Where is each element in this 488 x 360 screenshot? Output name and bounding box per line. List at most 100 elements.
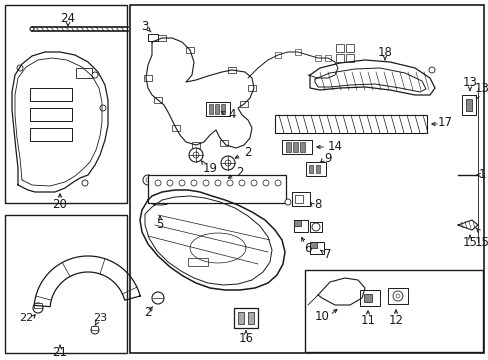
Bar: [187, 258, 207, 266]
Bar: [335, 54, 343, 62]
Circle shape: [191, 180, 197, 186]
Circle shape: [224, 160, 230, 166]
Bar: [335, 44, 343, 52]
Bar: [461, 95, 475, 115]
Bar: [185, 47, 194, 53]
Text: 22: 22: [19, 313, 33, 323]
Circle shape: [285, 199, 290, 205]
Bar: [130, 5, 483, 353]
Text: 15: 15: [473, 235, 488, 248]
Text: 13: 13: [462, 76, 476, 89]
Bar: [234, 308, 258, 328]
Bar: [205, 102, 229, 116]
Bar: [91, 326, 98, 330]
Bar: [293, 220, 301, 226]
Bar: [308, 165, 312, 173]
Bar: [215, 104, 219, 114]
Circle shape: [30, 27, 34, 31]
Bar: [247, 312, 253, 324]
Text: 19: 19: [202, 162, 217, 175]
Circle shape: [142, 175, 153, 185]
Bar: [465, 99, 471, 111]
Bar: [387, 288, 407, 304]
Text: 16: 16: [238, 332, 253, 345]
Bar: [143, 75, 152, 81]
Circle shape: [311, 223, 319, 231]
Text: 2: 2: [144, 306, 151, 319]
Bar: [309, 222, 321, 232]
Bar: [247, 85, 256, 91]
Circle shape: [226, 180, 232, 186]
Bar: [240, 101, 247, 107]
Bar: [148, 175, 285, 203]
Bar: [315, 165, 319, 173]
Text: 21: 21: [52, 346, 67, 359]
Circle shape: [263, 180, 268, 186]
Circle shape: [239, 180, 244, 186]
Circle shape: [167, 180, 173, 186]
Circle shape: [33, 303, 43, 313]
Text: 2: 2: [244, 145, 251, 158]
Bar: [363, 294, 371, 302]
Bar: [285, 142, 290, 152]
Bar: [221, 104, 224, 114]
Circle shape: [91, 326, 99, 334]
Text: 13: 13: [473, 81, 488, 94]
Text: 5: 5: [156, 219, 163, 231]
Circle shape: [179, 180, 184, 186]
Circle shape: [250, 180, 257, 186]
Text: 15: 15: [462, 235, 476, 248]
Bar: [291, 192, 309, 206]
Bar: [5, 5, 127, 203]
Bar: [227, 67, 236, 73]
Bar: [346, 44, 353, 52]
Bar: [305, 270, 482, 352]
Bar: [346, 54, 353, 62]
Circle shape: [221, 156, 235, 170]
Bar: [294, 195, 303, 203]
Circle shape: [146, 178, 150, 182]
Text: 24: 24: [61, 12, 75, 24]
Bar: [5, 215, 127, 353]
Bar: [192, 142, 200, 148]
Bar: [30, 88, 72, 101]
Circle shape: [428, 67, 434, 73]
Bar: [359, 290, 379, 306]
Bar: [293, 220, 307, 232]
Text: 20: 20: [52, 198, 67, 211]
Text: 14: 14: [327, 140, 342, 153]
Circle shape: [392, 291, 402, 301]
Circle shape: [395, 294, 399, 298]
Bar: [282, 140, 311, 154]
Circle shape: [189, 148, 203, 162]
Bar: [274, 52, 281, 58]
Text: 4: 4: [228, 108, 235, 122]
Text: 12: 12: [387, 314, 403, 327]
Circle shape: [92, 72, 98, 78]
Bar: [148, 34, 158, 41]
Text: 10: 10: [314, 310, 329, 323]
Circle shape: [274, 180, 281, 186]
Text: 9: 9: [324, 152, 331, 165]
Bar: [34, 303, 42, 308]
Bar: [30, 128, 72, 141]
Bar: [292, 142, 297, 152]
Bar: [294, 49, 301, 55]
Bar: [76, 68, 92, 78]
Circle shape: [100, 105, 106, 111]
Bar: [154, 97, 162, 103]
Text: 6: 6: [304, 242, 311, 255]
Circle shape: [215, 180, 221, 186]
Text: 3: 3: [141, 19, 148, 32]
Text: 18: 18: [377, 45, 392, 58]
Circle shape: [152, 292, 163, 304]
Bar: [172, 125, 180, 131]
Circle shape: [203, 180, 208, 186]
Text: 1: 1: [477, 168, 485, 181]
Text: 8: 8: [314, 198, 321, 211]
Text: 11: 11: [360, 314, 375, 327]
Circle shape: [82, 180, 88, 186]
Bar: [238, 312, 244, 324]
Bar: [220, 140, 227, 146]
Bar: [305, 162, 325, 176]
